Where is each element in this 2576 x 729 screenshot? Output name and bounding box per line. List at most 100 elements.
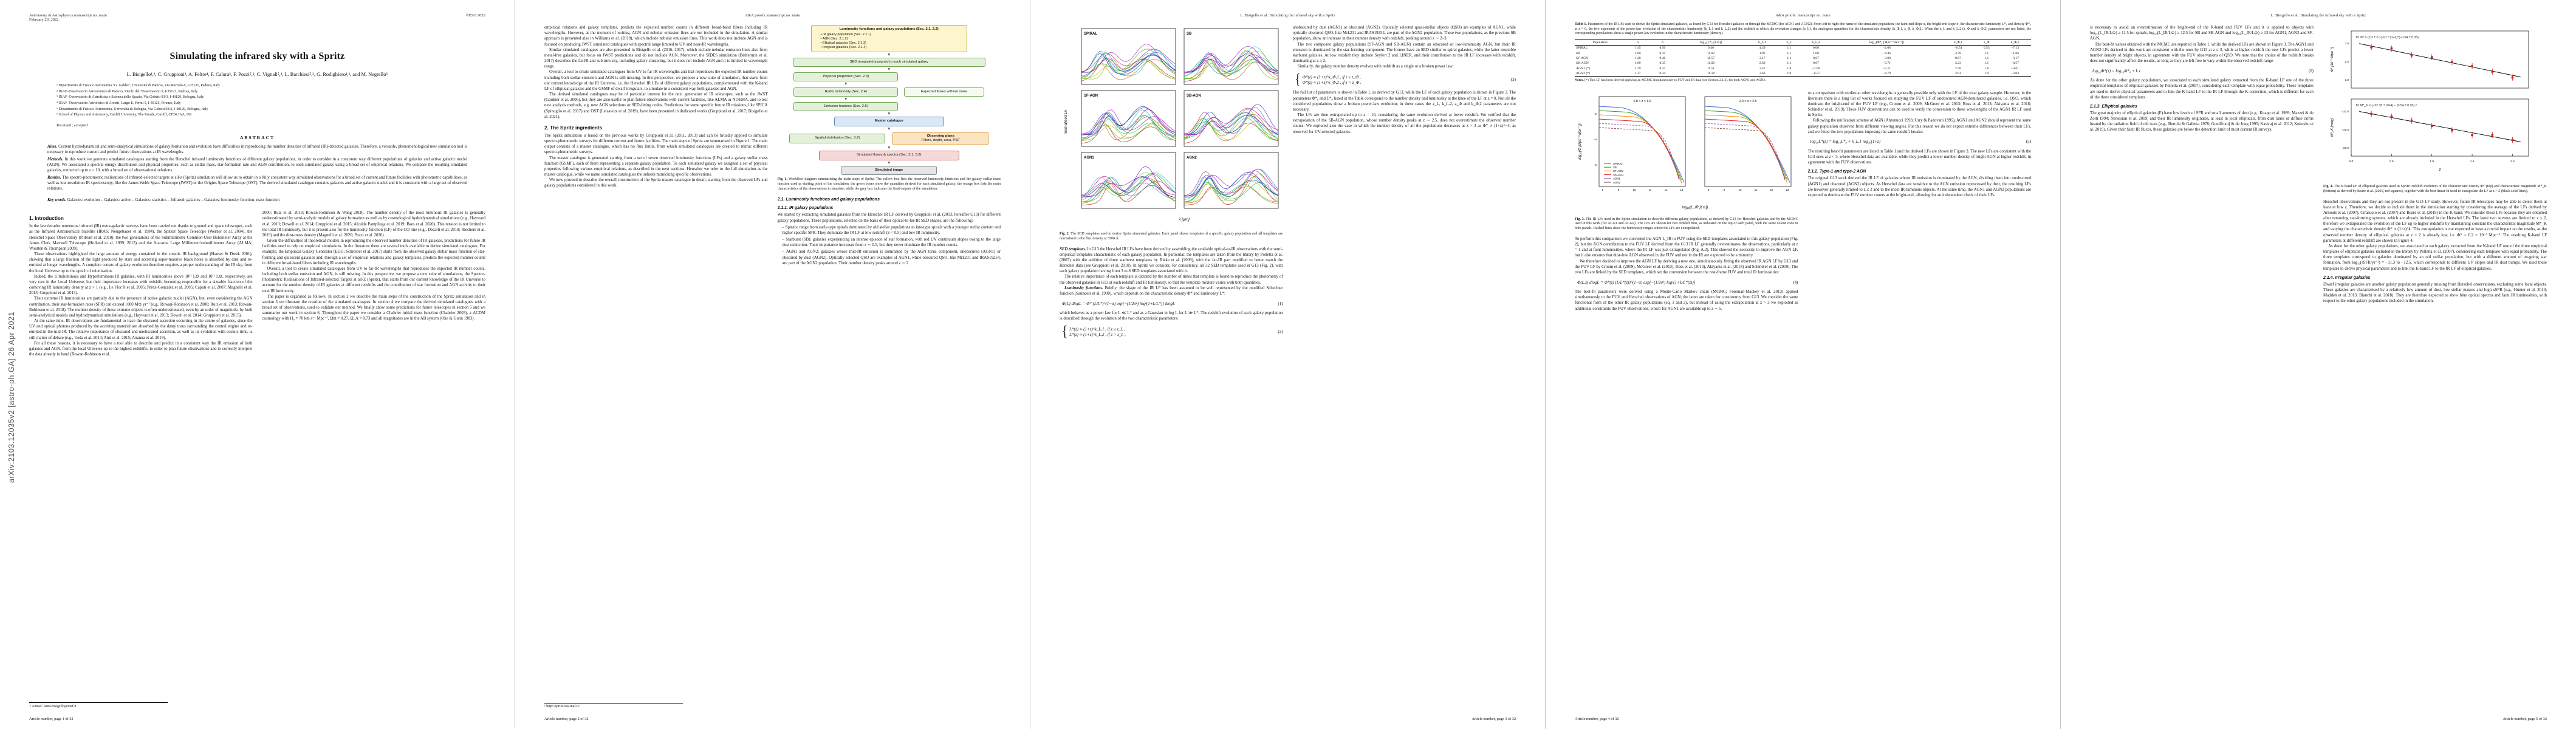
svg-text:2.0 < z < 2.5: 2.0 < z < 2.5	[1739, 100, 1757, 103]
svg-text:SF-AGN: SF-AGN	[1084, 94, 1098, 98]
subsubsection-heading: 2.1.3. Elliptical galaxies	[2090, 104, 2137, 109]
paragraph: Aims. Current hydrodynamical and semi-an…	[47, 145, 467, 155]
table-cell: 11.18	[1707, 72, 1715, 76]
table-cell: 1.1	[1787, 46, 1792, 50]
equation-number: (2)	[1278, 329, 1283, 335]
table-cell: 1.96	[1759, 51, 1766, 55]
table-cell: 10.57	[1707, 56, 1715, 60]
table-cell: −0.54	[1954, 46, 1962, 50]
svg-text:9: 9	[1618, 188, 1620, 191]
table-header-cell: k_L,1	[1747, 39, 1778, 46]
svg-text:13: 13	[1786, 188, 1789, 191]
svg-text:SF-AGN: SF-AGN	[1613, 169, 1623, 173]
subsubsection-heading: 2.1.2. Type-1 and type-2 AGN	[1807, 169, 1866, 174]
svg-text:SPIRAL: SPIRAL	[1084, 32, 1097, 36]
affiliation-line: ² INAF–Osservatorio Astronomico di Padov…	[57, 89, 198, 94]
luminosity-functions-chart: 0.8 < z < 1.0 8 9 10 11 12 13 −2 −4 −6 SPIRALSBSF-…	[1578, 96, 1792, 210]
table-row: AGN1 (*) 1.29 0.32 11.51 3.47 1.8 −1.06 −5.11 2.…	[1575, 66, 2031, 71]
abstract-text: Aims. Current hydrodynamical and semi-an…	[47, 144, 467, 193]
table-cell: −3.03	[2011, 72, 2019, 76]
arrow-down-icon: ▼	[887, 67, 891, 72]
subsubsection-heading: 2.1.1. IR galaxy populations	[777, 206, 834, 211]
column-left-text: To perform this comparison we converted …	[1575, 236, 1798, 312]
paragraph: Given the difficulties of theoretical mo…	[262, 239, 486, 265]
svg-text:1.5: 1.5	[2470, 160, 2475, 163]
column-left: 0.8 < z < 1.0 8 9 10 11 12 13 −2 −4 −6 SPIRAL SB SF-…	[1575, 91, 1798, 708]
svg-text:SB-AGN: SB-AGN	[1613, 173, 1623, 176]
svg-text:−6: −6	[1594, 163, 1597, 166]
table-cell: 0.53	[1983, 46, 1990, 50]
caption-lead: Fig. 1.	[777, 177, 789, 181]
paragraph: The full list of parameters is shown in …	[1292, 91, 1516, 112]
table-row: AGN2 (*) 1.37 0.34 11.18 3.63 1.9 −0.57 −4.70 2.…	[1575, 71, 2031, 77]
paragraph: Overall, a tool to create simulated cata…	[544, 70, 768, 91]
svg-text:z: z	[2438, 168, 2441, 172]
affiliation-line: ¹ Dipartimento di Fisica e Astronomia “G…	[57, 84, 220, 87]
table-cell: −4.70	[1883, 72, 1891, 76]
table-cell: 0.34	[1659, 72, 1666, 76]
table-cell: 1.1	[1787, 51, 1792, 55]
list-item: – Spirals: range from early-type spirals…	[782, 225, 1001, 235]
column-left: 1. Introduction In the last decades numer…	[29, 210, 253, 708]
flow-list-item: • Irregular galaxies (Sec. 2.1.4)	[820, 45, 867, 49]
caption-lead: Fig. 2.	[1060, 232, 1071, 236]
figure-1-caption: Fig. 1. Workflow diagram summarising the…	[777, 177, 1001, 191]
affiliation-list: ¹ Dipartimento di Fisica e Astronomia “G…	[57, 83, 458, 118]
paragraph: Indeed, the Ultraluminous and Hyperlumin…	[29, 274, 253, 296]
table-cell: AGN1 (*)	[1576, 66, 1590, 70]
two-column-body: 1. Introduction In the last decades numer…	[29, 210, 485, 708]
paragraph: The great majority of elliptical galaxie…	[2090, 111, 2314, 132]
paragraph: Similarly, the galaxy number density evo…	[1297, 64, 1454, 69]
svg-text:−23.0: −23.0	[2341, 146, 2349, 149]
table-cell: 0.40	[1659, 56, 1666, 60]
caption-lead: Fig. 4.	[2323, 185, 2334, 188]
table-cell: 1.29	[1634, 66, 1641, 70]
table-cell: 1.00	[1634, 51, 1641, 55]
paragraph: Herschel observations and they are not p…	[2323, 199, 2547, 243]
paragraph: The master catalogue is generated starti…	[544, 156, 768, 177]
page-5: L. Bisigello et al.: Simulating the infr…	[2061, 0, 2576, 729]
table-cell: 2.58	[1955, 66, 1961, 70]
paragraph: Overall, a tool to create simulated cata…	[262, 266, 486, 293]
table-cell: −5.11	[1883, 66, 1891, 70]
figure-2-sed-templates: SPIRAL SB SF-AGN SB-AGN AGN1 AGN2 λ [μm] normal…	[1060, 25, 1283, 242]
paragraph-lead: Methods.	[47, 157, 65, 162]
workflow-diagram: Luminosity functions and galaxy populati…	[789, 25, 989, 175]
subsection-heading: 2.1. Luminosity functions and galaxy pop…	[777, 196, 880, 202]
table-cell: 2.23	[1955, 61, 1961, 66]
flow-list-item: • IR galaxy population (Sec. 2.1.1)	[820, 33, 871, 37]
paragraph-lead: Key words.	[47, 198, 67, 202]
running-header: L. Bisigello et al.: Simulating the infr…	[1240, 13, 1335, 18]
running-header: L. Bisigello et al.: Simulating the infr…	[2270, 13, 2366, 18]
figure-4-caption: Fig. 4. The K-band LF of elliptical gala…	[2323, 185, 2547, 193]
paragraph: Dwarf irregular galaxies are another gal…	[2323, 282, 2547, 304]
svg-text:10: 10	[1739, 188, 1742, 191]
caption-lead: Fig. 3.	[1575, 217, 1586, 221]
table-cell: 1.1	[1984, 56, 1989, 60]
paragraph: Luminosity functions. Briefly, the shape…	[1060, 286, 1283, 296]
svg-text:SB-AGN: SB-AGN	[1187, 94, 1201, 98]
table-cell: 1.45	[1634, 46, 1641, 50]
flow-right-stack: Expected fluxes without noise	[904, 87, 985, 97]
flow-box-observing-plans: Observing plans Filters, depth, area, PS…	[892, 131, 989, 146]
table-cell: 1.00	[1813, 51, 1819, 55]
page-footer: Article number, page 4 of 32	[1575, 717, 1619, 721]
flow-box-list: • IR galaxy population (Sec. 2.1.1) • AGN…	[821, 33, 964, 50]
table-cell: 1.9	[1787, 72, 1792, 76]
paragraph: For all these reasons, it is necessary t…	[29, 341, 253, 357]
paragraph: The best-fit values obtained with the MC…	[2090, 42, 2314, 64]
table-cell: −1.06	[2011, 51, 2019, 55]
svg-text:AGN2: AGN2	[1613, 180, 1621, 183]
received-accepted-line: Received ; accepted	[57, 123, 88, 128]
svg-text:SB: SB	[1613, 166, 1617, 169]
arrow-down-icon: ▼	[887, 146, 891, 151]
flow-box-radio-luminosity: Radio luminosity (Sec. 2.4)	[793, 87, 899, 97]
table-cell: 1.20	[1634, 56, 1641, 60]
table-row: SB-AGN 1.00 0.35 11.00 2.60 1.1 0.67 −3.71 2.23 1…	[1575, 61, 2031, 66]
table-cell: SB-AGN	[1576, 61, 1589, 66]
flow-left-stack: Physical properties (Sec. 2.3) ▼ Radio l…	[793, 72, 899, 112]
svg-text:2.0: 2.0	[2345, 60, 2349, 63]
caption-lead: Table 1.	[1575, 22, 1588, 26]
paragraph: The relative importance of each template…	[1060, 275, 1283, 285]
flow-box-master-catalogue: Master catalogue	[834, 117, 944, 126]
